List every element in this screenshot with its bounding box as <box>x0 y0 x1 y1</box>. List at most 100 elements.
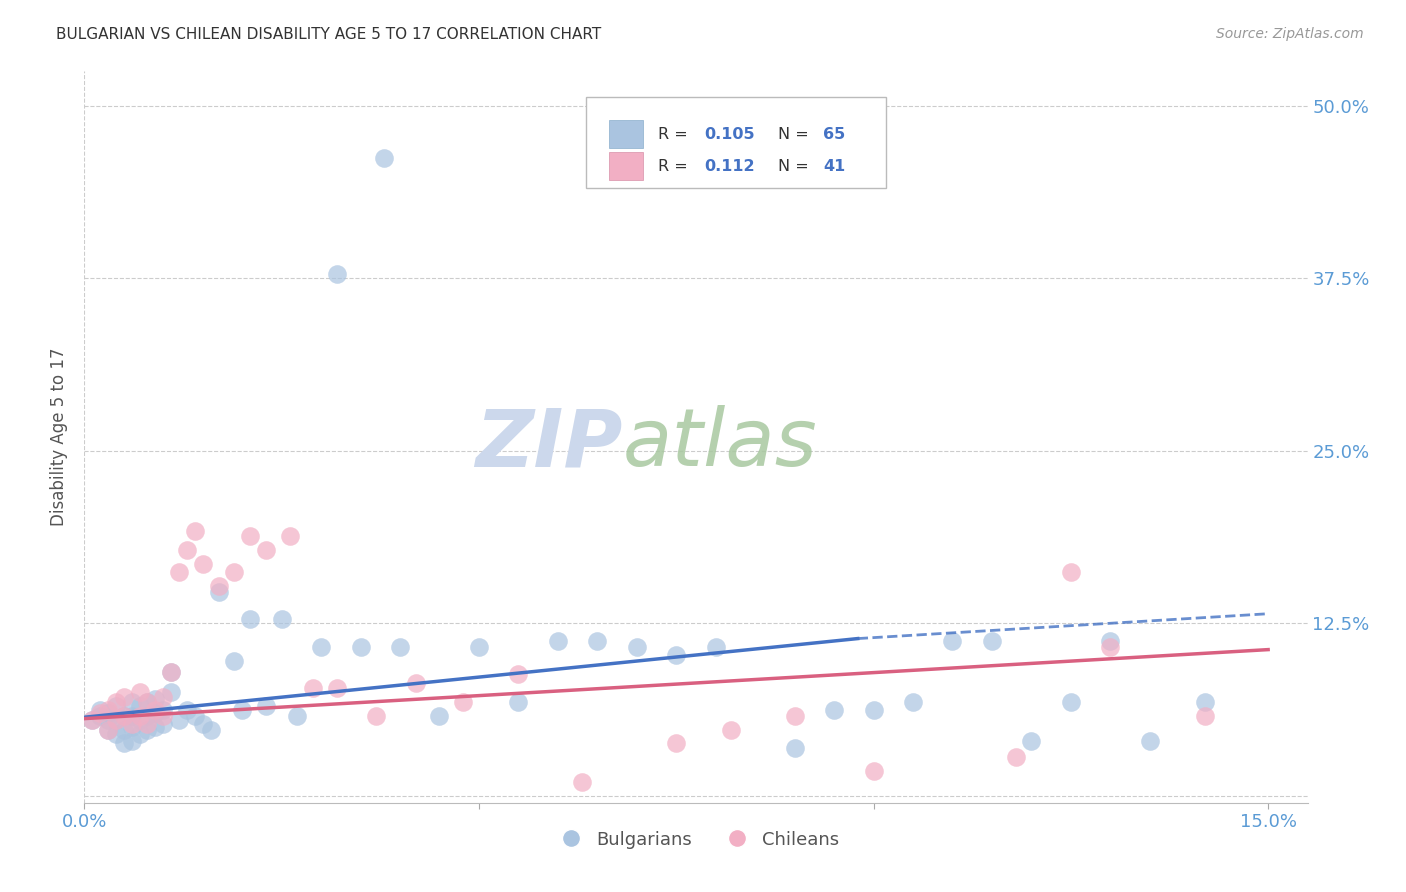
Point <box>239 612 262 626</box>
Point <box>862 703 884 717</box>
Point <box>1060 566 1083 580</box>
Point <box>901 695 924 709</box>
Point <box>176 543 198 558</box>
Point <box>152 690 174 704</box>
Point <box>82 713 104 727</box>
Point <box>254 699 277 714</box>
Point <box>405 675 427 690</box>
Point <box>136 695 159 709</box>
Point <box>270 612 292 626</box>
Point <box>783 740 806 755</box>
Text: atlas: atlas <box>623 405 817 483</box>
Point <box>112 709 135 723</box>
Point <box>508 667 530 681</box>
Point <box>97 703 120 717</box>
Point <box>128 699 150 714</box>
Point <box>207 579 229 593</box>
Point <box>145 692 167 706</box>
Text: ZIP: ZIP <box>475 405 623 483</box>
Point <box>112 723 135 737</box>
Point <box>104 695 127 709</box>
Point <box>287 709 309 723</box>
Point <box>1099 640 1122 654</box>
Point <box>145 706 167 720</box>
Text: R =: R = <box>658 127 693 142</box>
Point <box>1139 733 1161 747</box>
Text: R =: R = <box>658 159 697 174</box>
Point <box>626 640 648 654</box>
Point <box>1194 709 1216 723</box>
Point <box>152 709 174 723</box>
Point <box>720 723 742 737</box>
Point <box>128 709 150 723</box>
Point <box>1004 750 1026 764</box>
Point <box>145 703 167 717</box>
Point <box>429 709 451 723</box>
Point <box>231 703 253 717</box>
Point <box>1060 695 1083 709</box>
Point <box>167 713 190 727</box>
Point <box>665 736 688 750</box>
Point <box>160 665 183 679</box>
Point <box>176 703 198 717</box>
Point <box>112 709 135 723</box>
Point <box>254 543 277 558</box>
Point <box>184 709 207 723</box>
Point <box>349 640 371 654</box>
Point <box>97 706 120 720</box>
Point <box>980 634 1002 648</box>
Text: Source: ZipAtlas.com: Source: ZipAtlas.com <box>1216 27 1364 41</box>
Point <box>152 717 174 731</box>
Text: N =: N = <box>778 127 814 142</box>
Point <box>184 524 207 538</box>
Point <box>145 720 167 734</box>
Point <box>136 695 159 709</box>
Point <box>239 529 262 543</box>
Point <box>326 267 349 281</box>
Point <box>1194 695 1216 709</box>
Point <box>1099 634 1122 648</box>
Point <box>89 709 111 723</box>
Point <box>97 723 120 737</box>
Point <box>112 736 135 750</box>
Point <box>104 727 127 741</box>
Point <box>704 640 727 654</box>
Point <box>1021 733 1043 747</box>
Point <box>309 640 332 654</box>
Point <box>373 151 395 165</box>
Point <box>121 717 143 731</box>
Point <box>89 706 111 720</box>
Point <box>224 654 246 668</box>
Point <box>571 775 593 789</box>
Point <box>97 713 120 727</box>
Text: N =: N = <box>778 159 814 174</box>
Point <box>121 720 143 734</box>
Point <box>136 723 159 737</box>
Text: 41: 41 <box>823 159 845 174</box>
Point <box>128 713 150 727</box>
Point <box>104 713 127 727</box>
Point <box>136 717 159 731</box>
Point <box>167 566 190 580</box>
Point <box>97 723 120 737</box>
Point <box>128 685 150 699</box>
Point <box>121 695 143 709</box>
Point <box>104 699 127 714</box>
Point <box>941 634 963 648</box>
Point <box>326 681 349 696</box>
FancyBboxPatch shape <box>586 97 886 188</box>
Text: 65: 65 <box>823 127 845 142</box>
Legend: Bulgarians, Chileans: Bulgarians, Chileans <box>546 823 846 856</box>
Point <box>89 703 111 717</box>
Y-axis label: Disability Age 5 to 17: Disability Age 5 to 17 <box>49 348 67 526</box>
Point <box>191 557 214 571</box>
Text: 0.105: 0.105 <box>704 127 755 142</box>
Point <box>160 665 183 679</box>
Point <box>82 713 104 727</box>
Point <box>128 727 150 741</box>
Point <box>121 709 143 723</box>
Point <box>451 695 474 709</box>
Text: BULGARIAN VS CHILEAN DISABILITY AGE 5 TO 17 CORRELATION CHART: BULGARIAN VS CHILEAN DISABILITY AGE 5 TO… <box>56 27 602 42</box>
Point <box>278 529 301 543</box>
Text: 0.112: 0.112 <box>704 159 755 174</box>
